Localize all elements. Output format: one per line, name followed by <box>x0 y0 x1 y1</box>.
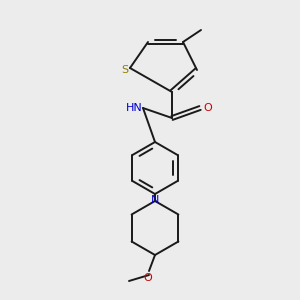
Text: N: N <box>151 195 159 205</box>
Text: O: O <box>204 103 212 113</box>
Text: O: O <box>144 273 152 283</box>
Text: HN: HN <box>126 103 142 113</box>
Text: S: S <box>122 65 129 75</box>
